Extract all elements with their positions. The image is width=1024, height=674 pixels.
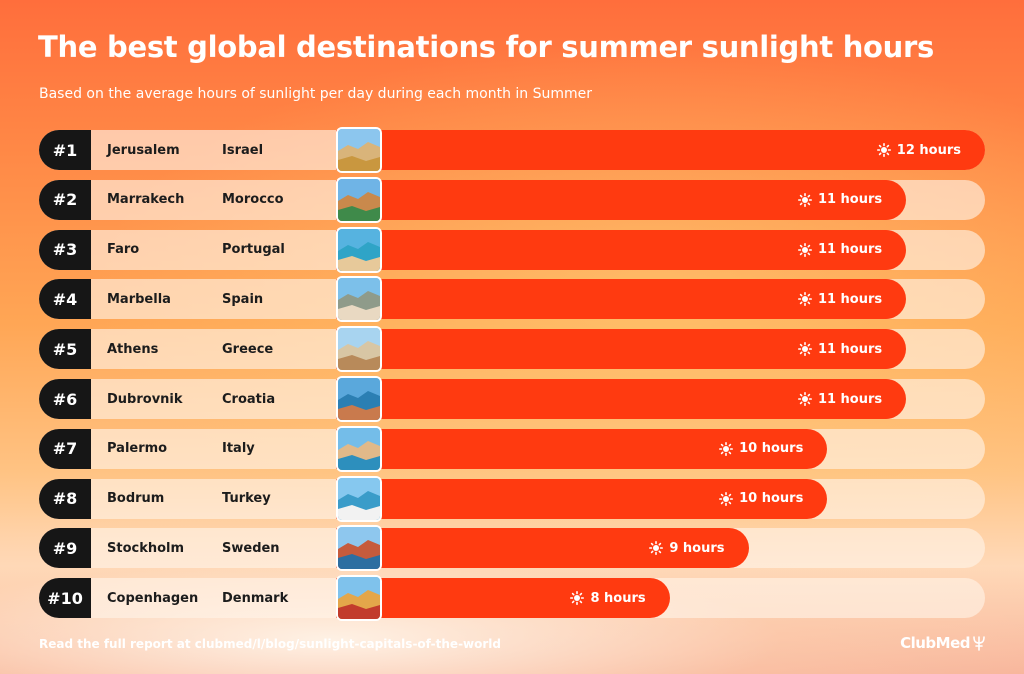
country-label: Turkey: [222, 491, 271, 507]
destination-photo: [336, 425, 382, 472]
rank-badge: #10: [39, 578, 91, 619]
city-label: Stockholm: [107, 540, 185, 556]
sunlight-bar: 10 hours: [336, 428, 828, 469]
destination-photo: [336, 226, 382, 273]
hours-label: 11 hours: [817, 391, 883, 407]
rank-badge: #8: [39, 478, 91, 519]
city-label: Marbella: [107, 291, 171, 307]
destination-photo: [336, 475, 382, 522]
sun-icon: [797, 292, 812, 307]
sunlight-bar: 10 hours: [336, 478, 828, 519]
destination-row: #5 Athens Greece 11 hours: [39, 326, 985, 373]
sunlight-bar: 11 hours: [336, 229, 907, 270]
sun-icon: [719, 491, 734, 506]
rank-badge: #3: [39, 229, 91, 270]
rank-badge: #4: [39, 279, 91, 320]
country-label: Italy: [222, 441, 255, 457]
destination-photo: [336, 276, 382, 323]
destination-row: #1 Jerusalem Israel 12 hours: [39, 127, 985, 173]
hours-value: 10 hours: [719, 479, 803, 519]
hours-value: 10 hours: [719, 429, 803, 469]
city-label: Jerusalem: [107, 142, 180, 158]
sun-icon: [570, 591, 585, 606]
sun-icon: [797, 342, 812, 357]
destination-photo: [336, 127, 382, 173]
destination-row: #7 Palermo Italy 10 hours: [39, 425, 985, 472]
country-label: Greece: [222, 341, 274, 357]
city-label: Faro: [107, 242, 140, 258]
destination-row: #2 Marrakech Morocco 11 hours: [39, 176, 985, 223]
trident-icon: [973, 636, 985, 651]
hours-value: 9 hours: [649, 528, 725, 568]
country-label: Spain: [222, 291, 264, 307]
city-label: Palermo: [107, 441, 168, 457]
hours-label: 11 hours: [817, 192, 883, 208]
sunlight-bar: 8 hours: [336, 578, 670, 619]
country-label: Denmark: [222, 590, 289, 606]
destination-row: #6 Dubrovnik Croatia 11 hours: [39, 376, 985, 422]
destination-row: #3 Faro Portugal 11 hours: [39, 226, 985, 273]
destination-photo: [336, 575, 382, 622]
destination-row: #9 Stockholm Sweden 9 hours: [39, 525, 985, 572]
country-label: Portugal: [222, 242, 285, 258]
chart-subtitle: Based on the average hours of sunlight p…: [39, 86, 593, 102]
hours-value: 8 hours: [570, 578, 646, 618]
city-label: Bodrum: [107, 491, 165, 507]
hours-label: 11 hours: [817, 291, 883, 307]
chart-title: The best global destinations for summer …: [38, 30, 934, 64]
destination-photo: [336, 176, 382, 223]
rank-badge: #1: [39, 130, 91, 170]
sun-icon: [797, 242, 812, 257]
sun-icon: [797, 192, 812, 207]
city-label: Marrakech: [107, 192, 185, 208]
rank-badge: #9: [39, 528, 91, 569]
country-label: Morocco: [222, 192, 284, 208]
club-med-logo: ClubMed: [900, 634, 986, 652]
sun-icon: [876, 143, 891, 157]
sunlight-bar: 11 hours: [336, 329, 907, 370]
sunlight-bar: 9 hours: [336, 528, 749, 569]
destination-photo: [336, 376, 382, 422]
hours-label: 11 hours: [817, 242, 883, 258]
sun-icon: [719, 441, 734, 456]
destination-photo: [336, 525, 382, 572]
sunlight-bar: 11 hours: [336, 379, 907, 419]
hours-value: 11 hours: [797, 379, 883, 419]
footer-source-note: Read the full report at clubmed/l/blog/s…: [39, 637, 502, 651]
sun-icon: [649, 541, 664, 556]
hours-label: 12 hours: [896, 142, 961, 158]
rank-badge: #5: [39, 329, 91, 370]
city-label: Athens: [107, 341, 159, 357]
hours-label: 8 hours: [590, 590, 646, 606]
rank-badge: #6: [39, 379, 91, 419]
sunlight-bar: 11 hours: [336, 179, 907, 220]
sunlight-bar: 11 hours: [336, 279, 907, 320]
hours-label: 11 hours: [817, 341, 883, 357]
hours-label: 10 hours: [739, 491, 804, 507]
country-label: Israel: [222, 142, 264, 158]
logo-text: ClubMed: [900, 634, 970, 652]
rank-badge: #2: [39, 179, 91, 220]
destination-row: #8 Bodrum Turkey 10 hours: [39, 475, 985, 522]
destination-row: #10 Copenhagen Denmark 8 hours: [39, 575, 985, 622]
hours-value: 11 hours: [797, 329, 883, 369]
country-label: Croatia: [222, 391, 276, 407]
destination-row: #4 Marbella Spain 11 hours: [39, 276, 985, 323]
country-label: Sweden: [222, 540, 280, 556]
sun-icon: [797, 392, 812, 406]
destination-photo: [336, 326, 382, 373]
hours-value: 11 hours: [797, 230, 883, 270]
hours-label: 10 hours: [739, 441, 804, 457]
hours-value: 11 hours: [797, 279, 883, 319]
city-label: Dubrovnik: [107, 391, 183, 407]
sunlight-bar: 12 hours: [336, 130, 985, 170]
hours-value: 12 hours: [876, 130, 961, 170]
hours-label: 9 hours: [669, 540, 725, 556]
hours-value: 11 hours: [797, 180, 883, 220]
city-label: Copenhagen: [107, 590, 199, 606]
rank-badge: #7: [39, 428, 91, 469]
